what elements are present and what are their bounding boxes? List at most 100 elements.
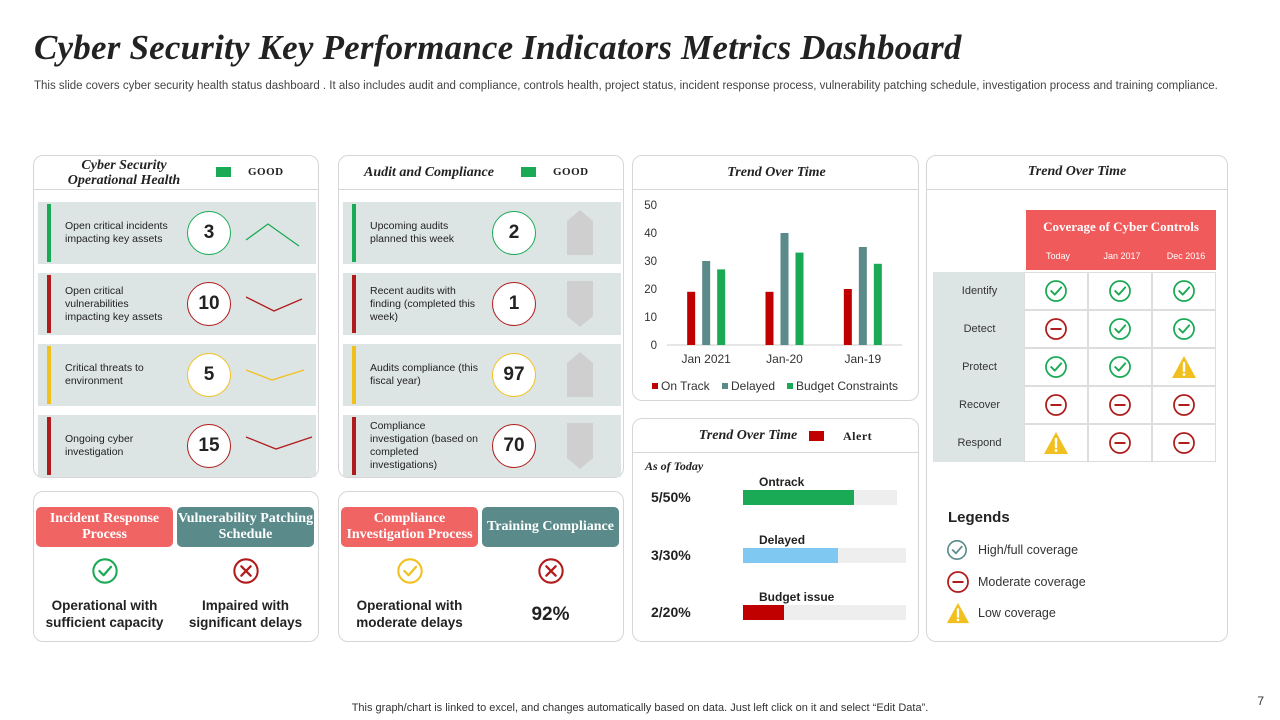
- panel-header: [34, 156, 318, 190]
- panel-header: [339, 156, 623, 190]
- warning-icon: [1044, 432, 1068, 454]
- kpi-row: Open critical vulnerabilities impacting …: [38, 273, 316, 335]
- chart-title: Trend Over Time: [727, 165, 826, 180]
- operational-health-panel: Cyber Security Operational Health GOOD O…: [33, 155, 319, 478]
- status-label: GOOD: [248, 166, 284, 178]
- coverage-column-header: Dec 2016: [1166, 251, 1206, 261]
- bar: [687, 291, 696, 345]
- kpi-status-bar: [47, 275, 51, 333]
- legend-row: Moderate coverage: [946, 570, 1086, 594]
- coverage-cell: [1088, 348, 1152, 386]
- coverage-row-label: Detect: [933, 310, 1026, 348]
- hexagon-icon: [567, 352, 593, 397]
- process-icon-holder: [537, 557, 565, 590]
- kpi-label: Compliance investigation (based on compl…: [370, 420, 478, 471]
- process-tag: Compliance Investigation Process: [341, 507, 478, 547]
- kpi-label: Ongoing cyber investigation: [65, 433, 134, 458]
- sparkline-icon: [245, 369, 305, 381]
- coverage-cell: [1024, 386, 1088, 424]
- coverage-column-header: Today: [1045, 251, 1071, 261]
- kpi-value: 15: [187, 424, 231, 468]
- x-circle-icon: [233, 558, 259, 584]
- progress-label: Delayed: [759, 533, 806, 547]
- progress-track: [743, 490, 897, 505]
- check-circle-icon: [1109, 356, 1131, 378]
- kpi-label: Open critical incidents impacting key as…: [65, 220, 168, 245]
- legend-icon-holder: [946, 570, 970, 594]
- alert-indicator: [809, 431, 824, 441]
- coverage-cell: [1152, 272, 1216, 310]
- kpi-label: Recent audits with finding (completed th…: [370, 284, 476, 323]
- legend-swatch: [722, 383, 728, 389]
- legend-label: Low coverage: [978, 606, 1056, 620]
- progress-title: Trend Over Time: [698, 428, 798, 443]
- bar: [765, 291, 774, 345]
- status-indicator: [521, 167, 536, 177]
- bar: [873, 263, 882, 345]
- coverage-row-label: Protect: [933, 348, 1026, 386]
- decor-line: [200, 155, 280, 156]
- kpi-label: Open critical vulnerabilities impacting …: [65, 284, 163, 323]
- kpi-label: Audits compliance (this fiscal year): [370, 362, 478, 387]
- operational-health-title: Cyber Security Operational Health: [67, 158, 181, 188]
- kpi-row: Open critical incidents impacting key as…: [38, 202, 316, 264]
- legend-swatch: [787, 383, 793, 389]
- hexagon-icon: [567, 281, 593, 327]
- kpi-value: 10: [187, 282, 231, 326]
- legend-label: Budget Constraints: [796, 379, 898, 393]
- process-status: Operational with sufficient capacity: [45, 598, 164, 630]
- legend-row: Low coverage: [946, 601, 1056, 625]
- alert-label: Alert: [843, 429, 873, 443]
- legends-title: Legends: [948, 509, 1010, 526]
- warning-icon: [946, 602, 970, 624]
- process-icon-holder: [91, 557, 119, 590]
- coverage-header: Coverage of Cyber Controls Today Jan 2017…: [1026, 210, 1216, 270]
- process-status: Impaired with significant delays: [188, 598, 303, 630]
- warning-icon: [1172, 356, 1196, 378]
- audit-compliance-panel: Audit and Compliance GOOD Upcoming audit…: [338, 155, 624, 478]
- y-tick-label: 10: [644, 312, 657, 324]
- x-circle-icon: [538, 558, 564, 584]
- as-of-label: As of Today: [645, 459, 704, 473]
- coverage-cell: [1024, 424, 1088, 462]
- kpi-status-bar: [47, 204, 51, 262]
- y-tick-label: 0: [651, 340, 657, 352]
- legend-label: High/full coverage: [978, 543, 1079, 557]
- page-subtitle: This slide covers cyber security health …: [34, 80, 1218, 92]
- coverage-cell: [1088, 272, 1152, 310]
- x-tick-label: Jan-20: [766, 352, 803, 366]
- coverage-cell: [1024, 310, 1088, 348]
- kpi-status-bar: [352, 204, 356, 262]
- panel-header: [633, 156, 918, 190]
- kpi-status-bar: [352, 275, 356, 333]
- kpi-row: Compliance investigation (based on compl…: [343, 415, 621, 477]
- kpi-value: 3: [187, 211, 231, 255]
- progress-fill: [743, 490, 854, 505]
- process-tag: Vulnerability Patching Schedule: [177, 507, 314, 547]
- bar: [858, 247, 867, 345]
- panel-header: [927, 156, 1227, 190]
- x-tick-label: Jan 2021: [681, 352, 731, 366]
- hexagon-icon: [567, 423, 593, 469]
- sparkline-icon: [245, 436, 313, 450]
- status-indicator: [216, 167, 231, 177]
- process-icon-holder: [232, 557, 260, 590]
- legend-icon-holder: [946, 601, 970, 625]
- coverage-cell: [1088, 310, 1152, 348]
- process-tag: Incident Response Process: [36, 507, 173, 547]
- check-circle-icon: [92, 558, 118, 584]
- coverage-title: Trend Over Time: [1027, 164, 1127, 179]
- legend-icon-holder: [946, 539, 970, 561]
- check-circle-icon: [947, 540, 967, 560]
- check-circle-icon: [1173, 280, 1195, 302]
- legend-label: On Track: [661, 379, 711, 393]
- hexagon-icon: [567, 210, 593, 255]
- minus-circle-icon: [1173, 394, 1195, 416]
- minus-circle-icon: [1045, 394, 1067, 416]
- kpi-value: 5: [187, 353, 231, 397]
- y-tick-label: 30: [644, 256, 657, 268]
- check-circle-icon: [1173, 318, 1195, 340]
- check-circle-icon: [1109, 318, 1131, 340]
- kpi-status-bar: [47, 417, 51, 475]
- coverage-row-label: Identify: [933, 272, 1026, 310]
